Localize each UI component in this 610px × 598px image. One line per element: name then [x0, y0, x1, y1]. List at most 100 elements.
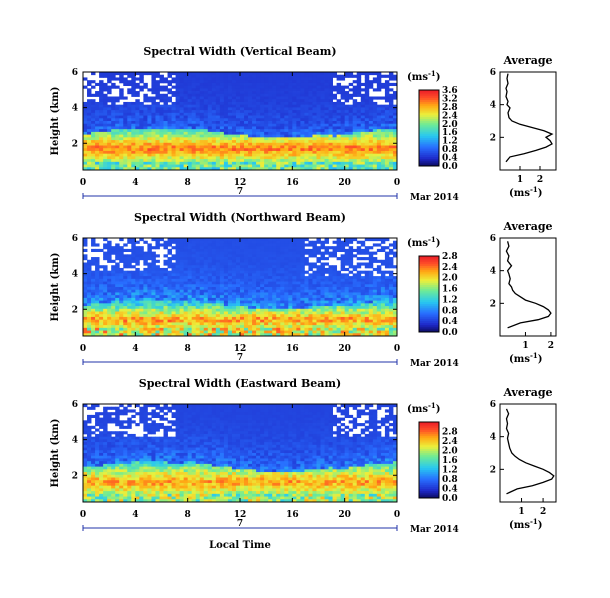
heatmap-cell	[320, 327, 325, 331]
heatmap-cell	[288, 257, 293, 261]
heatmap-cell	[308, 316, 313, 321]
heatmap-cell	[356, 123, 362, 127]
heatmap-cell	[280, 142, 285, 146]
heatmap-cell	[179, 276, 185, 280]
heatmap-cell	[312, 88, 317, 92]
heatmap-cell	[91, 289, 96, 293]
heatmap-cell	[316, 156, 321, 160]
heatmap-cell	[171, 142, 176, 146]
heatmap-cell	[163, 104, 168, 108]
heatmap-cell	[292, 248, 297, 253]
heatmap-cell	[380, 148, 386, 152]
heatmap-cell	[316, 284, 321, 288]
heatmap-cell	[264, 243, 269, 247]
heatmap-cell	[87, 267, 92, 272]
heatmap-cell	[95, 306, 100, 310]
heatmap-cell	[147, 297, 152, 302]
heatmap-cell	[344, 303, 350, 307]
heatmap-cell	[203, 265, 209, 269]
heatmap-cell	[268, 118, 273, 122]
heatmap-cell	[87, 104, 92, 108]
heatmap-cell	[183, 150, 189, 155]
heatmap-cell	[332, 273, 338, 277]
heatmap-cell	[167, 243, 172, 247]
heatmap-cell	[392, 96, 398, 100]
heatmap-cell	[187, 107, 193, 111]
heatmap-cell	[256, 82, 261, 87]
heatmap-cell	[280, 240, 285, 244]
heatmap-cell	[240, 314, 245, 318]
heatmap-cell	[147, 137, 152, 141]
heatmap-cell	[392, 107, 398, 111]
heatmap-cell	[151, 104, 156, 108]
colorbar-tick-label: 2.0	[442, 120, 458, 130]
heatmap-cell	[296, 126, 301, 130]
heatmap-cell	[175, 142, 181, 146]
heatmap-cell	[115, 246, 120, 250]
heatmap-cell	[191, 96, 197, 100]
heatmap-cell	[316, 308, 321, 312]
heatmap-cell	[240, 254, 245, 258]
profile-line	[505, 73, 554, 163]
colorbar-segment	[419, 103, 439, 106]
heatmap-cell	[175, 278, 181, 282]
heatmap-cell	[219, 267, 225, 272]
heatmap-cell	[191, 287, 197, 291]
heatmap-cell	[219, 251, 225, 255]
heatmap-cell	[219, 325, 225, 329]
heatmap-cell	[103, 246, 108, 250]
heatmap-cell	[91, 110, 96, 114]
heatmap-cell	[312, 153, 317, 157]
heatmap-cell	[211, 281, 217, 285]
heatmap-cell	[248, 159, 253, 163]
heatmap-cell	[211, 101, 217, 106]
heatmap-cell	[107, 300, 112, 304]
heatmap-cell	[288, 101, 293, 106]
heatmap-cell	[167, 72, 172, 76]
heatmap-cell	[320, 126, 325, 130]
heatmap-cell	[384, 91, 390, 95]
heatmap-cell	[115, 112, 120, 116]
heatmap-cell	[352, 112, 358, 116]
heatmap-cell	[119, 333, 124, 337]
heatmap-cell	[91, 93, 96, 97]
heatmap-cell	[316, 104, 321, 108]
heatmap-cell	[187, 248, 193, 253]
heatmap-cell	[227, 134, 233, 138]
heatmap-cell	[316, 159, 321, 163]
heatmap-cell	[195, 246, 201, 250]
heatmap-cell	[348, 131, 354, 136]
heatmap-cell	[364, 104, 370, 108]
heatmap-cell	[127, 167, 132, 171]
heatmap-cell	[276, 91, 281, 95]
heatmap-cell	[320, 99, 325, 103]
heatmap-cell	[356, 110, 362, 114]
heatmap-cell	[143, 240, 148, 244]
heatmap-cell	[256, 131, 261, 136]
heatmap-cell	[99, 91, 104, 95]
heatmap-cell	[95, 156, 100, 160]
heatmap-cell	[332, 278, 338, 282]
heatmap-cell	[163, 107, 168, 111]
heatmap-cell	[87, 327, 92, 331]
heatmap-cell	[252, 311, 257, 315]
heatmap-cell	[103, 140, 108, 144]
heatmap-cell	[227, 156, 233, 160]
heatmap-cell	[83, 267, 88, 272]
heatmap-cell	[95, 297, 100, 302]
heatmap-cell	[135, 153, 140, 157]
heatmap-cell	[151, 91, 156, 95]
heatmap-cell	[171, 295, 176, 299]
heatmap-cell	[215, 110, 221, 114]
heatmap-cell	[356, 112, 362, 116]
heatmap-cell	[223, 308, 229, 312]
heatmap-cell	[260, 276, 265, 280]
heatmap-cell	[248, 164, 253, 168]
heatmap-cell	[119, 129, 124, 133]
heatmap-cell	[207, 137, 213, 141]
heatmap-cell	[348, 276, 354, 280]
heatmap-cell	[203, 134, 209, 138]
heatmap-cell	[203, 314, 209, 318]
heatmap-cell	[227, 140, 233, 144]
heatmap-cell	[344, 131, 350, 136]
